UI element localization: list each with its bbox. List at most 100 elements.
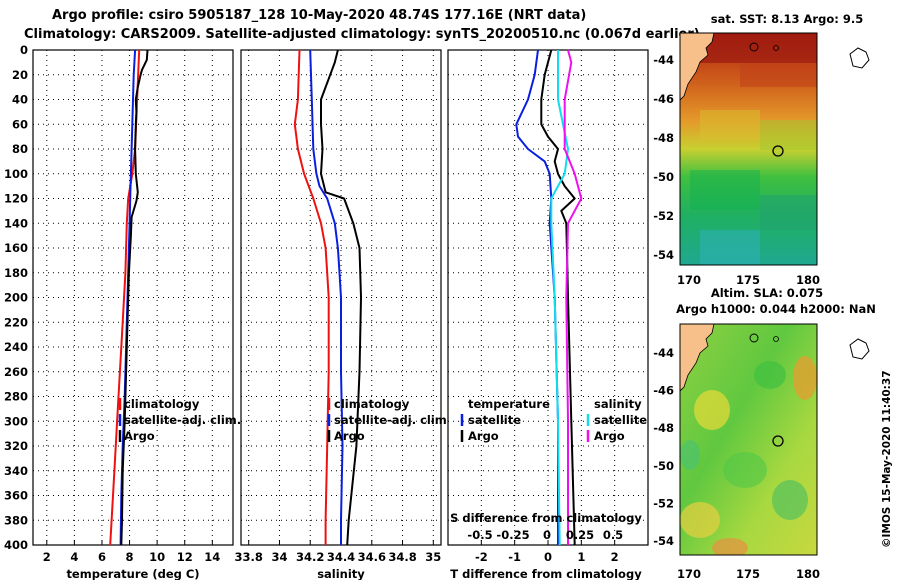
- depth-tick-label: 120: [4, 192, 28, 206]
- series-line-argo: [120, 49, 149, 546]
- s-difference-tick-labels: -0.5 -0.25 0 0.25 0.5: [467, 528, 623, 542]
- series-line-climatology: [293, 49, 330, 545]
- lon-tick-label: 170: [677, 273, 701, 287]
- salinity-axis-label: salinity: [317, 567, 365, 580]
- depth-tick-label: 360: [4, 489, 28, 503]
- depth-tick-label: 180: [4, 266, 28, 280]
- sla-texture: [680, 324, 817, 555]
- lat-tick-label: -46: [653, 92, 674, 106]
- series-line-satellite-adj-clim-: [309, 49, 344, 545]
- x-tick-label: 35: [425, 550, 441, 564]
- lon-tick-label: 170: [677, 567, 701, 580]
- lat-tick-label: -46: [653, 384, 674, 398]
- salinity-legend: climatology satellite-adj. clim. Argo: [327, 397, 451, 443]
- legend-temperature-heading: temperature: [468, 397, 550, 411]
- x-tick-label: 34: [271, 550, 287, 564]
- sla-lon-tick-labels: 170 175 180: [677, 567, 820, 580]
- series-line-satellite-adj-clim-: [119, 49, 137, 546]
- difference-panel: -2 -1 0 1 2 S difference from climatology -0…: [447, 49, 649, 580]
- sst-lon-tick-labels: 170 175 180: [677, 273, 820, 287]
- difference-grid: [448, 50, 648, 545]
- sst-lat-tick-labels: -44 -46 -48 -50 -52 -54: [653, 53, 674, 262]
- sst-map-frame: [679, 32, 818, 266]
- x-tick-label: 6: [98, 550, 106, 564]
- s-tick-label: 0.25: [566, 528, 594, 542]
- s-tick-label: -0.25: [496, 528, 529, 542]
- temperature-tick-labels: 2 4 6 8 10 12 14: [43, 550, 221, 564]
- x-tick-label: 10: [149, 550, 165, 564]
- depth-tick-label: 320: [4, 439, 28, 453]
- coastline-icon: [680, 33, 715, 101]
- legend-s-satellite: satellite: [594, 413, 647, 427]
- legend-salinity-heading: salinity: [594, 397, 642, 411]
- sla-map-title-1: Altim. SLA: 0.075: [711, 286, 823, 300]
- depth-tick-label: 80: [12, 142, 28, 156]
- lat-tick-label: -50: [653, 170, 674, 184]
- sla-lat-tick-labels: -44 -46 -48 -50 -52 -54: [653, 346, 674, 548]
- x-tick-label: 34.6: [358, 550, 386, 564]
- x-tick-label: 1: [577, 550, 585, 564]
- x-tick-label: 33.8: [235, 550, 263, 564]
- lat-tick-label: -48: [653, 421, 674, 435]
- depth-tick-label: 40: [12, 93, 28, 107]
- argo-position-marker: [772, 145, 784, 157]
- lat-tick-label: -44: [653, 346, 674, 360]
- x-tick-label: 0: [544, 550, 552, 564]
- island-icon: [849, 47, 870, 69]
- legend-argo: Argo: [124, 429, 155, 443]
- x-tick-label: 34.4: [327, 550, 355, 564]
- depth-tick-labels: 0 20 40 60 80 100 120 140 160 180 200 220 240 260 280 3…: [4, 43, 28, 552]
- series-line-salinity-argo: [563, 49, 583, 545]
- temperature-axis-label: temperature (deg C): [66, 567, 199, 580]
- x-tick-label: 12: [177, 550, 193, 564]
- argo-position-marker: [772, 435, 784, 447]
- depth-tick-label: 240: [4, 340, 28, 354]
- salinity-lines: [293, 49, 362, 546]
- x-tick-label: -2: [475, 550, 488, 564]
- lon-tick-label: 180: [796, 567, 820, 580]
- depth-tick-label: 60: [12, 117, 28, 131]
- depth-tick-label: 380: [4, 513, 28, 527]
- lat-tick-label: -52: [653, 209, 674, 223]
- legend-t-argo: Argo: [468, 429, 499, 443]
- lat-tick-label: -50: [653, 459, 674, 473]
- depth-tick-label: 160: [4, 241, 28, 255]
- sst-map: sat. SST: 8.13 Argo: 9.5 -44 -46 -48 -50 -52…: [653, 12, 870, 287]
- x-tick-label: 14: [204, 550, 220, 564]
- lat-tick-label: -54: [653, 248, 674, 262]
- series-line-salinity-satellite: [550, 50, 569, 546]
- s-tick-label: -0.5: [467, 528, 492, 542]
- depth-tick-label: 340: [4, 464, 28, 478]
- x-tick-label: 4: [70, 550, 78, 564]
- lon-tick-label: 175: [736, 567, 760, 580]
- title-line-1: Argo profile: csiro 5905187_128 10-May-2…: [52, 8, 586, 23]
- salinity-tick-labels: 33.8 34 34.2 34.4 34.6 34.8 35: [235, 550, 442, 564]
- sla-map-title-2: Argo h1000: 0.044 h2000: NaN: [676, 302, 876, 316]
- legend-s-argo: Argo: [594, 429, 625, 443]
- sst-map-title: sat. SST: 8.13 Argo: 9.5: [711, 12, 863, 26]
- island-icon: [849, 338, 870, 360]
- copyright-stamp: ©IMOS 15-May-2020 11:40:37: [881, 371, 893, 549]
- coastline-icon: [680, 324, 715, 392]
- difference-lines: [515, 49, 583, 546]
- depth-tick-label: 280: [4, 390, 28, 404]
- lon-tick-label: 180: [796, 273, 820, 287]
- depth-tick-label: 220: [4, 315, 28, 329]
- sst-texture: [680, 33, 817, 265]
- depth-tick-label: 300: [4, 414, 28, 428]
- depth-tick-label: 200: [4, 291, 28, 305]
- series-line-argo: [320, 49, 362, 546]
- x-tick-label: 34.2: [296, 550, 324, 564]
- legend-argo: Argo: [334, 429, 365, 443]
- x-tick-label: -1: [508, 550, 521, 564]
- depth-tick-label: 140: [4, 216, 28, 230]
- lat-tick-label: -48: [653, 131, 674, 145]
- temperature-legend: climatology satellite-adj. clim. Argo: [118, 397, 241, 443]
- depth-tick-label: 400: [4, 538, 28, 552]
- legend-climatology: climatology: [124, 397, 200, 411]
- depth-tick-label: 20: [12, 68, 28, 82]
- lat-tick-label: -44: [653, 53, 674, 67]
- sla-map: Altim. SLA: 0.075 Argo h1000: 0.044 h200…: [653, 286, 876, 580]
- depth-tick-label: 260: [4, 365, 28, 379]
